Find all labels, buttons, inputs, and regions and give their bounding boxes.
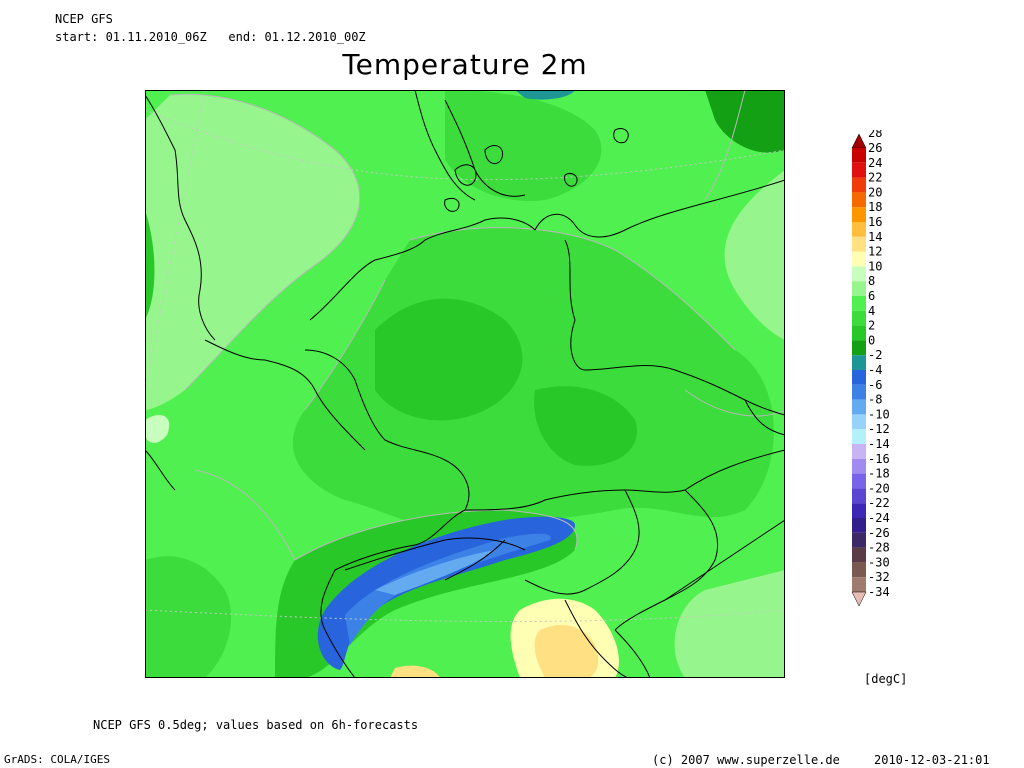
field-core <box>375 298 523 421</box>
field-alps-peak <box>375 550 495 595</box>
legend-swatch <box>852 370 866 385</box>
legend-label: -10 <box>868 407 890 421</box>
field-hot-southwest <box>390 665 440 678</box>
field-warm-east <box>724 170 785 340</box>
legend-swatch <box>852 251 866 267</box>
field-southeast <box>674 570 785 678</box>
legend-swatch <box>852 236 866 252</box>
legend-arrow-bottom <box>851 591 867 607</box>
isotherms <box>169 90 785 561</box>
legend-swatch <box>852 518 866 533</box>
legend-label: -2 <box>868 348 882 362</box>
legend-label: -18 <box>868 467 890 481</box>
legend-label: 24 <box>868 156 882 170</box>
copyright: (c) 2007 www.superzelle.de <box>652 753 840 767</box>
legend-label: -26 <box>868 526 890 540</box>
legend-swatch <box>852 207 866 222</box>
field-southwest <box>145 556 232 678</box>
legend-label: 6 <box>868 289 875 303</box>
legend-label: 0 <box>868 333 875 347</box>
map-title: Temperature 2m <box>342 48 588 81</box>
legend-label: -6 <box>868 378 882 392</box>
legend-label: -12 <box>868 422 890 436</box>
field-coast-spot <box>145 415 170 443</box>
field-core-east <box>534 386 637 466</box>
legend-swatch <box>852 222 866 237</box>
legend-label: -20 <box>868 481 890 495</box>
legend-label: -16 <box>868 452 890 466</box>
legend-swatch <box>852 340 866 356</box>
data-note: NCEP GFS 0.5deg; values based on 6h-fore… <box>93 718 419 732</box>
legend-arrow-top <box>851 133 867 149</box>
legend-label: 4 <box>868 304 875 318</box>
graticule <box>145 90 785 623</box>
legend-label: 16 <box>868 215 882 229</box>
legend-swatch <box>852 296 866 311</box>
legend-label: 12 <box>868 245 882 259</box>
legend-swatch <box>852 577 866 592</box>
legend-label: -34 <box>868 585 890 599</box>
legend-label: -14 <box>868 437 890 451</box>
legend-swatch <box>852 503 866 518</box>
legend-swatch <box>852 532 866 548</box>
legend-swatch <box>852 325 866 341</box>
legend-swatch <box>852 414 866 430</box>
legend-label: 20 <box>868 185 882 199</box>
temperature-map <box>145 90 785 678</box>
color-legend: 2826242220181614121086420-2-4-6-8-10-12-… <box>851 130 890 607</box>
grads-credit: GrADS: COLA/IGES <box>4 753 110 766</box>
legend-swatch <box>852 473 866 489</box>
field-denmark <box>445 90 602 201</box>
field-warm-northwest <box>145 94 360 410</box>
field-west-edge <box>145 210 155 320</box>
legend-swatch <box>852 488 866 504</box>
legend-swatch <box>852 547 866 563</box>
legend-swatch <box>852 399 866 415</box>
legend-label: -8 <box>868 393 882 407</box>
legend-swatch <box>852 384 866 400</box>
legend-label: 22 <box>868 171 882 185</box>
legend-swatch <box>852 458 866 474</box>
legend-label: 8 <box>868 274 875 288</box>
legend-swatch <box>852 562 866 578</box>
forecast-period: start: 01.11.2010_06Z end: 01.12.2010_00… <box>55 30 366 44</box>
field-central <box>292 227 774 531</box>
legend-swatch <box>852 177 866 193</box>
legend-label: -30 <box>868 555 890 569</box>
field-cold-northeast <box>705 90 785 153</box>
map-frame <box>145 90 785 678</box>
islands <box>444 128 629 212</box>
legend-label: 26 <box>868 141 882 155</box>
field-hot-south <box>534 625 599 678</box>
legend-label: 18 <box>868 200 882 214</box>
legend-label: -4 <box>868 363 882 377</box>
legend-label: 14 <box>868 230 882 244</box>
legend-unit: [degC] <box>864 672 908 686</box>
legend-swatch <box>852 444 866 459</box>
legend-label: -22 <box>868 496 890 510</box>
legend-swatch <box>852 162 866 178</box>
legend-label: 10 <box>868 259 882 273</box>
timestamp: 2010-12-03-21:01 <box>874 753 990 767</box>
legend-swatch <box>852 310 866 326</box>
legend-label: -28 <box>868 541 890 555</box>
legend-label: 28 <box>868 130 882 140</box>
legend-label: 2 <box>868 319 875 333</box>
legend-swatch <box>852 355 866 370</box>
legend-label: -32 <box>868 570 890 584</box>
legend-swatch <box>852 281 866 296</box>
legend-label: -24 <box>868 511 890 525</box>
field-baltic-cold <box>515 90 575 100</box>
model-name: NCEP GFS <box>55 12 113 26</box>
field-alps-cold <box>317 516 575 670</box>
legend-swatch <box>852 148 866 163</box>
legend-swatch <box>852 192 866 208</box>
legend-swatch <box>852 429 866 444</box>
legend-swatch <box>852 266 866 282</box>
